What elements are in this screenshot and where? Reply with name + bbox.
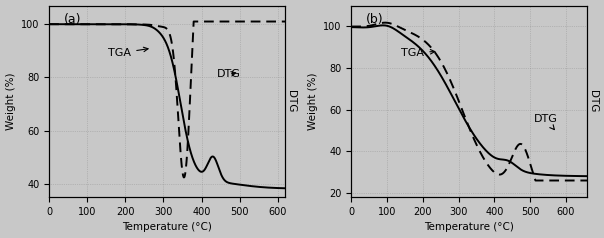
Text: (a): (a) xyxy=(63,13,81,26)
X-axis label: Temperature (°C): Temperature (°C) xyxy=(425,223,514,233)
Y-axis label: Weight (%): Weight (%) xyxy=(5,73,16,130)
Text: DTG: DTG xyxy=(534,114,557,130)
Y-axis label: DTG: DTG xyxy=(588,90,599,113)
X-axis label: Temperature (°C): Temperature (°C) xyxy=(123,223,212,233)
Y-axis label: DTG: DTG xyxy=(286,90,297,113)
Text: (b): (b) xyxy=(365,13,383,26)
Y-axis label: Weight (%): Weight (%) xyxy=(307,73,318,130)
Text: TGA: TGA xyxy=(108,47,148,58)
Text: TGA: TGA xyxy=(401,48,435,58)
Text: DTG: DTG xyxy=(217,69,240,79)
